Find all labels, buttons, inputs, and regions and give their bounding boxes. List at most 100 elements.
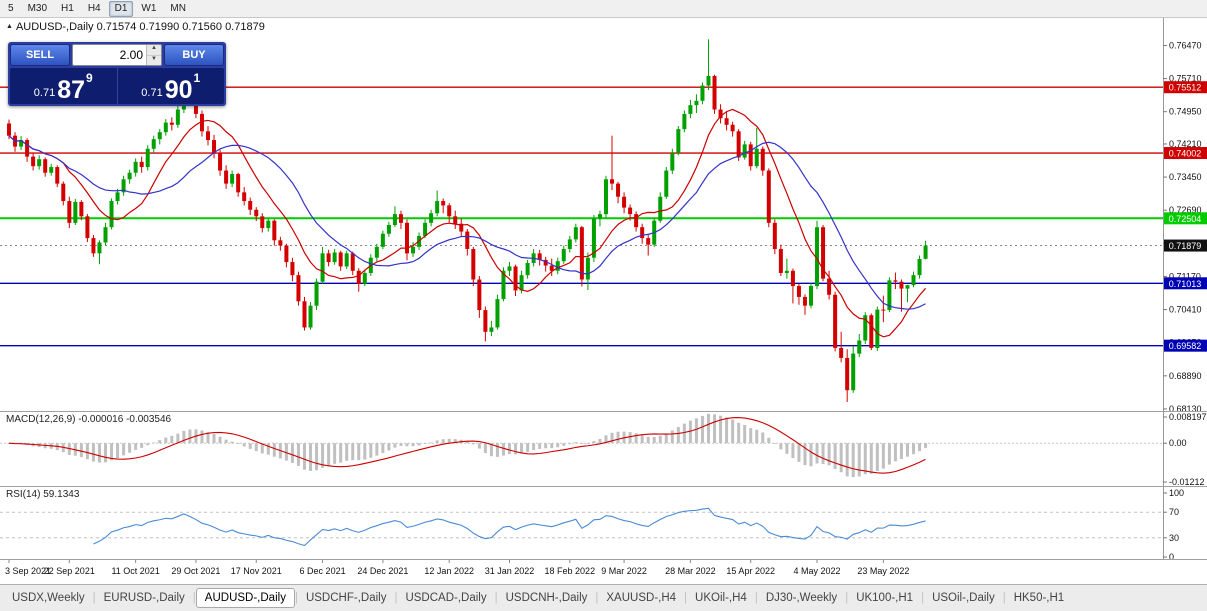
buy-price-prefix: 0.71 [141, 87, 163, 99]
svg-text:29 Oct 2021: 29 Oct 2021 [171, 566, 220, 576]
svg-text:0.008197: 0.008197 [1169, 412, 1207, 422]
svg-text:0.74210: 0.74210 [1169, 139, 1202, 149]
svg-text:9 Mar 2022: 9 Mar 2022 [601, 566, 647, 576]
chart-tab[interactable]: XAUUSD-,H4 [606, 592, 677, 604]
level-price-label [1164, 147, 1207, 160]
tab-separator: | [595, 592, 599, 604]
timeframe-button-W1[interactable]: W1 [135, 1, 162, 17]
svg-text:0.74002: 0.74002 [1169, 149, 1202, 159]
rsi-canvas[interactable]: 100 70 30 0 [0, 487, 1207, 560]
svg-text:0.71170: 0.71170 [1169, 271, 1201, 281]
tab-separator: | [294, 592, 298, 604]
chart-tab[interactable]: AUDUSD-,Daily [195, 588, 295, 608]
one-click-trading-panel: SELL 2.00 ▲ ▼ BUY 0.71 87 9 0.71 90 1 [8, 42, 226, 106]
buy-button[interactable]: BUY [164, 44, 224, 66]
level-price-label [1164, 339, 1207, 352]
svg-text:22 Sep 2021: 22 Sep 2021 [44, 566, 95, 576]
moving-average-line [8, 108, 927, 338]
volume-increase-button[interactable]: ▲ [147, 45, 161, 56]
level-price-label [1164, 81, 1207, 94]
time-axis[interactable]: 3 Sep 2021 22 Sep 2021 11 Oct 2021 29 Oct 2… [0, 560, 1207, 584]
volume-field[interactable]: 2.00 ▲ ▼ [72, 44, 162, 66]
svg-text:15 Apr 2022: 15 Apr 2022 [726, 566, 775, 576]
svg-text:0.72690: 0.72690 [1169, 205, 1202, 215]
timeframe-button-MN[interactable]: MN [164, 1, 192, 17]
level-price-label [1164, 212, 1207, 225]
timeframe-button-D1[interactable]: D1 [108, 0, 134, 17]
chart-title-text: AUDUSD-,Daily 0.71574 0.71990 0.71560 0.… [15, 21, 265, 33]
svg-text:31 Jan 2022: 31 Jan 2022 [485, 566, 535, 576]
svg-text:0.71013: 0.71013 [1169, 279, 1202, 289]
chart-tab[interactable]: USDCNH-,Daily [505, 592, 588, 604]
buy-price[interactable]: 0.71 90 1 [118, 68, 225, 104]
volume-value[interactable]: 2.00 [119, 48, 143, 62]
price-chart[interactable]: ▲ AUDUSD-,Daily 0.71574 0.71990 0.71560 0… [0, 18, 1207, 412]
volume-decrease-button[interactable]: ▼ [147, 55, 161, 65]
svg-text:0.76470: 0.76470 [1169, 40, 1202, 50]
svg-text:4 May 2022: 4 May 2022 [794, 566, 841, 576]
chart-title: ▲ AUDUSD-,Daily 0.71574 0.71990 0.71560 0… [6, 21, 265, 33]
chart-tab[interactable]: EURUSD-,Daily [103, 592, 185, 604]
sell-button[interactable]: SELL [10, 44, 70, 66]
svg-text:100: 100 [1169, 488, 1184, 498]
svg-text:17 Nov 2021: 17 Nov 2021 [231, 566, 282, 576]
svg-text:0.75710: 0.75710 [1169, 74, 1202, 84]
chart-tab[interactable]: USOil-,Daily [932, 592, 995, 604]
chart-tab[interactable]: USDX,Weekly [12, 592, 85, 604]
chart-tab-bar: USDX,Weekly | EURUSD-,Daily | AUDUSD-,Daily |… [0, 584, 1207, 611]
rsi-panel[interactable]: RSI(14) 59.1343 100 70 30 0 [0, 487, 1207, 560]
svg-text:3 Sep 2021: 3 Sep 2021 [5, 566, 51, 576]
candles [7, 39, 928, 402]
chart-tab[interactable]: USDCHF-,Daily [305, 592, 387, 604]
rsi-label: RSI(14) 59.1343 [6, 489, 80, 500]
timeframe-button-H1[interactable]: H1 [55, 1, 80, 17]
chart-tab[interactable]: UK100-,H1 [856, 592, 914, 604]
svg-text:23 May 2022: 23 May 2022 [857, 566, 909, 576]
tab-separator: | [684, 592, 688, 604]
sell-price-prefix: 0.71 [33, 87, 56, 99]
rsi-line [93, 507, 926, 547]
buy-price-pipette: 1 [193, 71, 201, 85]
symbol-marker-icon: ▲ [6, 23, 13, 30]
svg-text:30: 30 [1169, 533, 1179, 543]
chart-tab[interactable]: HK50-,H1 [1013, 592, 1065, 604]
svg-text:70: 70 [1169, 507, 1179, 517]
svg-text:0: 0 [1169, 552, 1174, 560]
macd-panel[interactable]: MACD(12,26,9) -0.000016 -0.003546 0.0081… [0, 412, 1207, 487]
svg-text:0.00: 0.00 [1169, 438, 1187, 448]
tab-separator: | [845, 592, 849, 604]
sell-price[interactable]: 0.71 87 9 [10, 68, 118, 104]
buy-price-big: 90 [164, 76, 193, 104]
chart-tab[interactable]: USDCAD-,Daily [405, 592, 487, 604]
svg-text:0.75512: 0.75512 [1169, 83, 1202, 93]
timeframe-toolbar: 5 M30 H1 H4 D1 W1 MN [0, 0, 1207, 18]
svg-text:11 Oct 2021: 11 Oct 2021 [111, 566, 159, 576]
moving-average-line [8, 135, 926, 310]
svg-text:0.73450: 0.73450 [1169, 172, 1202, 182]
svg-text:0.74950: 0.74950 [1169, 107, 1202, 117]
svg-text:0.69582: 0.69582 [1169, 341, 1202, 351]
tab-separator: | [1002, 592, 1006, 604]
chart-tab[interactable]: DJ30-,Weekly [765, 592, 838, 604]
timeframe-button-H4[interactable]: H4 [82, 1, 107, 17]
tab-separator: | [92, 592, 96, 604]
tab-separator: | [921, 592, 925, 604]
sell-price-big: 87 [57, 76, 86, 104]
svg-text:0.72504: 0.72504 [1169, 214, 1202, 224]
tab-separator: | [394, 592, 398, 604]
timeframe-button-5[interactable]: 5 [2, 1, 20, 17]
svg-text:0.68890: 0.68890 [1169, 371, 1202, 381]
svg-text:24 Dec 2021: 24 Dec 2021 [357, 566, 408, 576]
tab-separator: | [754, 592, 758, 604]
macd-canvas[interactable]: 0.008197 0.00 -0.01212 [0, 412, 1207, 487]
sell-price-pipette: 9 [86, 71, 93, 85]
macd-label: MACD(12,26,9) -0.000016 -0.003546 [6, 414, 172, 425]
main-chart-canvas[interactable]: 0.76470 0.75710 0.74950 0.74210 0.73450 0.726… [0, 18, 1207, 412]
svg-text:0.68130: 0.68130 [1169, 404, 1202, 412]
svg-text:6 Dec 2021: 6 Dec 2021 [300, 566, 346, 576]
timeframe-button-M30[interactable]: M30 [22, 1, 53, 17]
tab-separator: | [494, 592, 498, 604]
chart-tab[interactable]: UKOil-,H4 [695, 592, 747, 604]
